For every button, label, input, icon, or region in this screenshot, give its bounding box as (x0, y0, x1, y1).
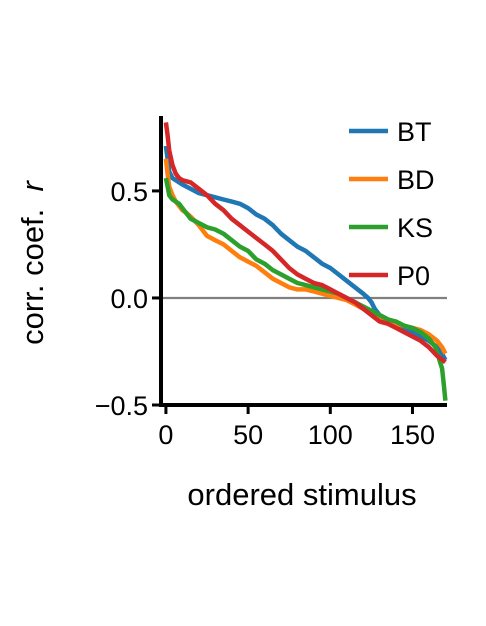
series-line-p0 (163, 122, 447, 364)
x-tick-label: 150 (390, 420, 435, 450)
axes (159, 116, 447, 407)
x-tick-label: 100 (308, 420, 353, 450)
x-tick-label: 0 (158, 420, 173, 450)
y-tick-label: 0.5 (110, 177, 148, 207)
series-lines (163, 122, 448, 401)
x-axis-ticks: 0 50 100 150 (158, 405, 435, 450)
legend-label-bt: BT (397, 117, 432, 147)
x-axis-label: ordered stimulus (187, 477, 416, 512)
y-axis-label: corr. coef. r (15, 179, 50, 344)
series-line-ks (163, 177, 448, 401)
legend-label-bd: BD (397, 165, 435, 195)
legend-label-p0: P0 (397, 261, 430, 291)
y-axis-label-symbol: r (15, 179, 50, 191)
legend: BT BD KS P0 (349, 117, 435, 291)
y-tick-label: 0.0 (110, 284, 148, 314)
legend-label-ks: KS (397, 213, 433, 243)
y-axis-label-spacer (15, 191, 50, 208)
y-axis-ticks: −0.5 0.0 0.5 (95, 177, 161, 421)
y-axis-label-text: corr. coef. (15, 209, 50, 345)
y-tick-label: −0.5 (95, 391, 148, 421)
x-tick-label: 50 (233, 420, 263, 450)
